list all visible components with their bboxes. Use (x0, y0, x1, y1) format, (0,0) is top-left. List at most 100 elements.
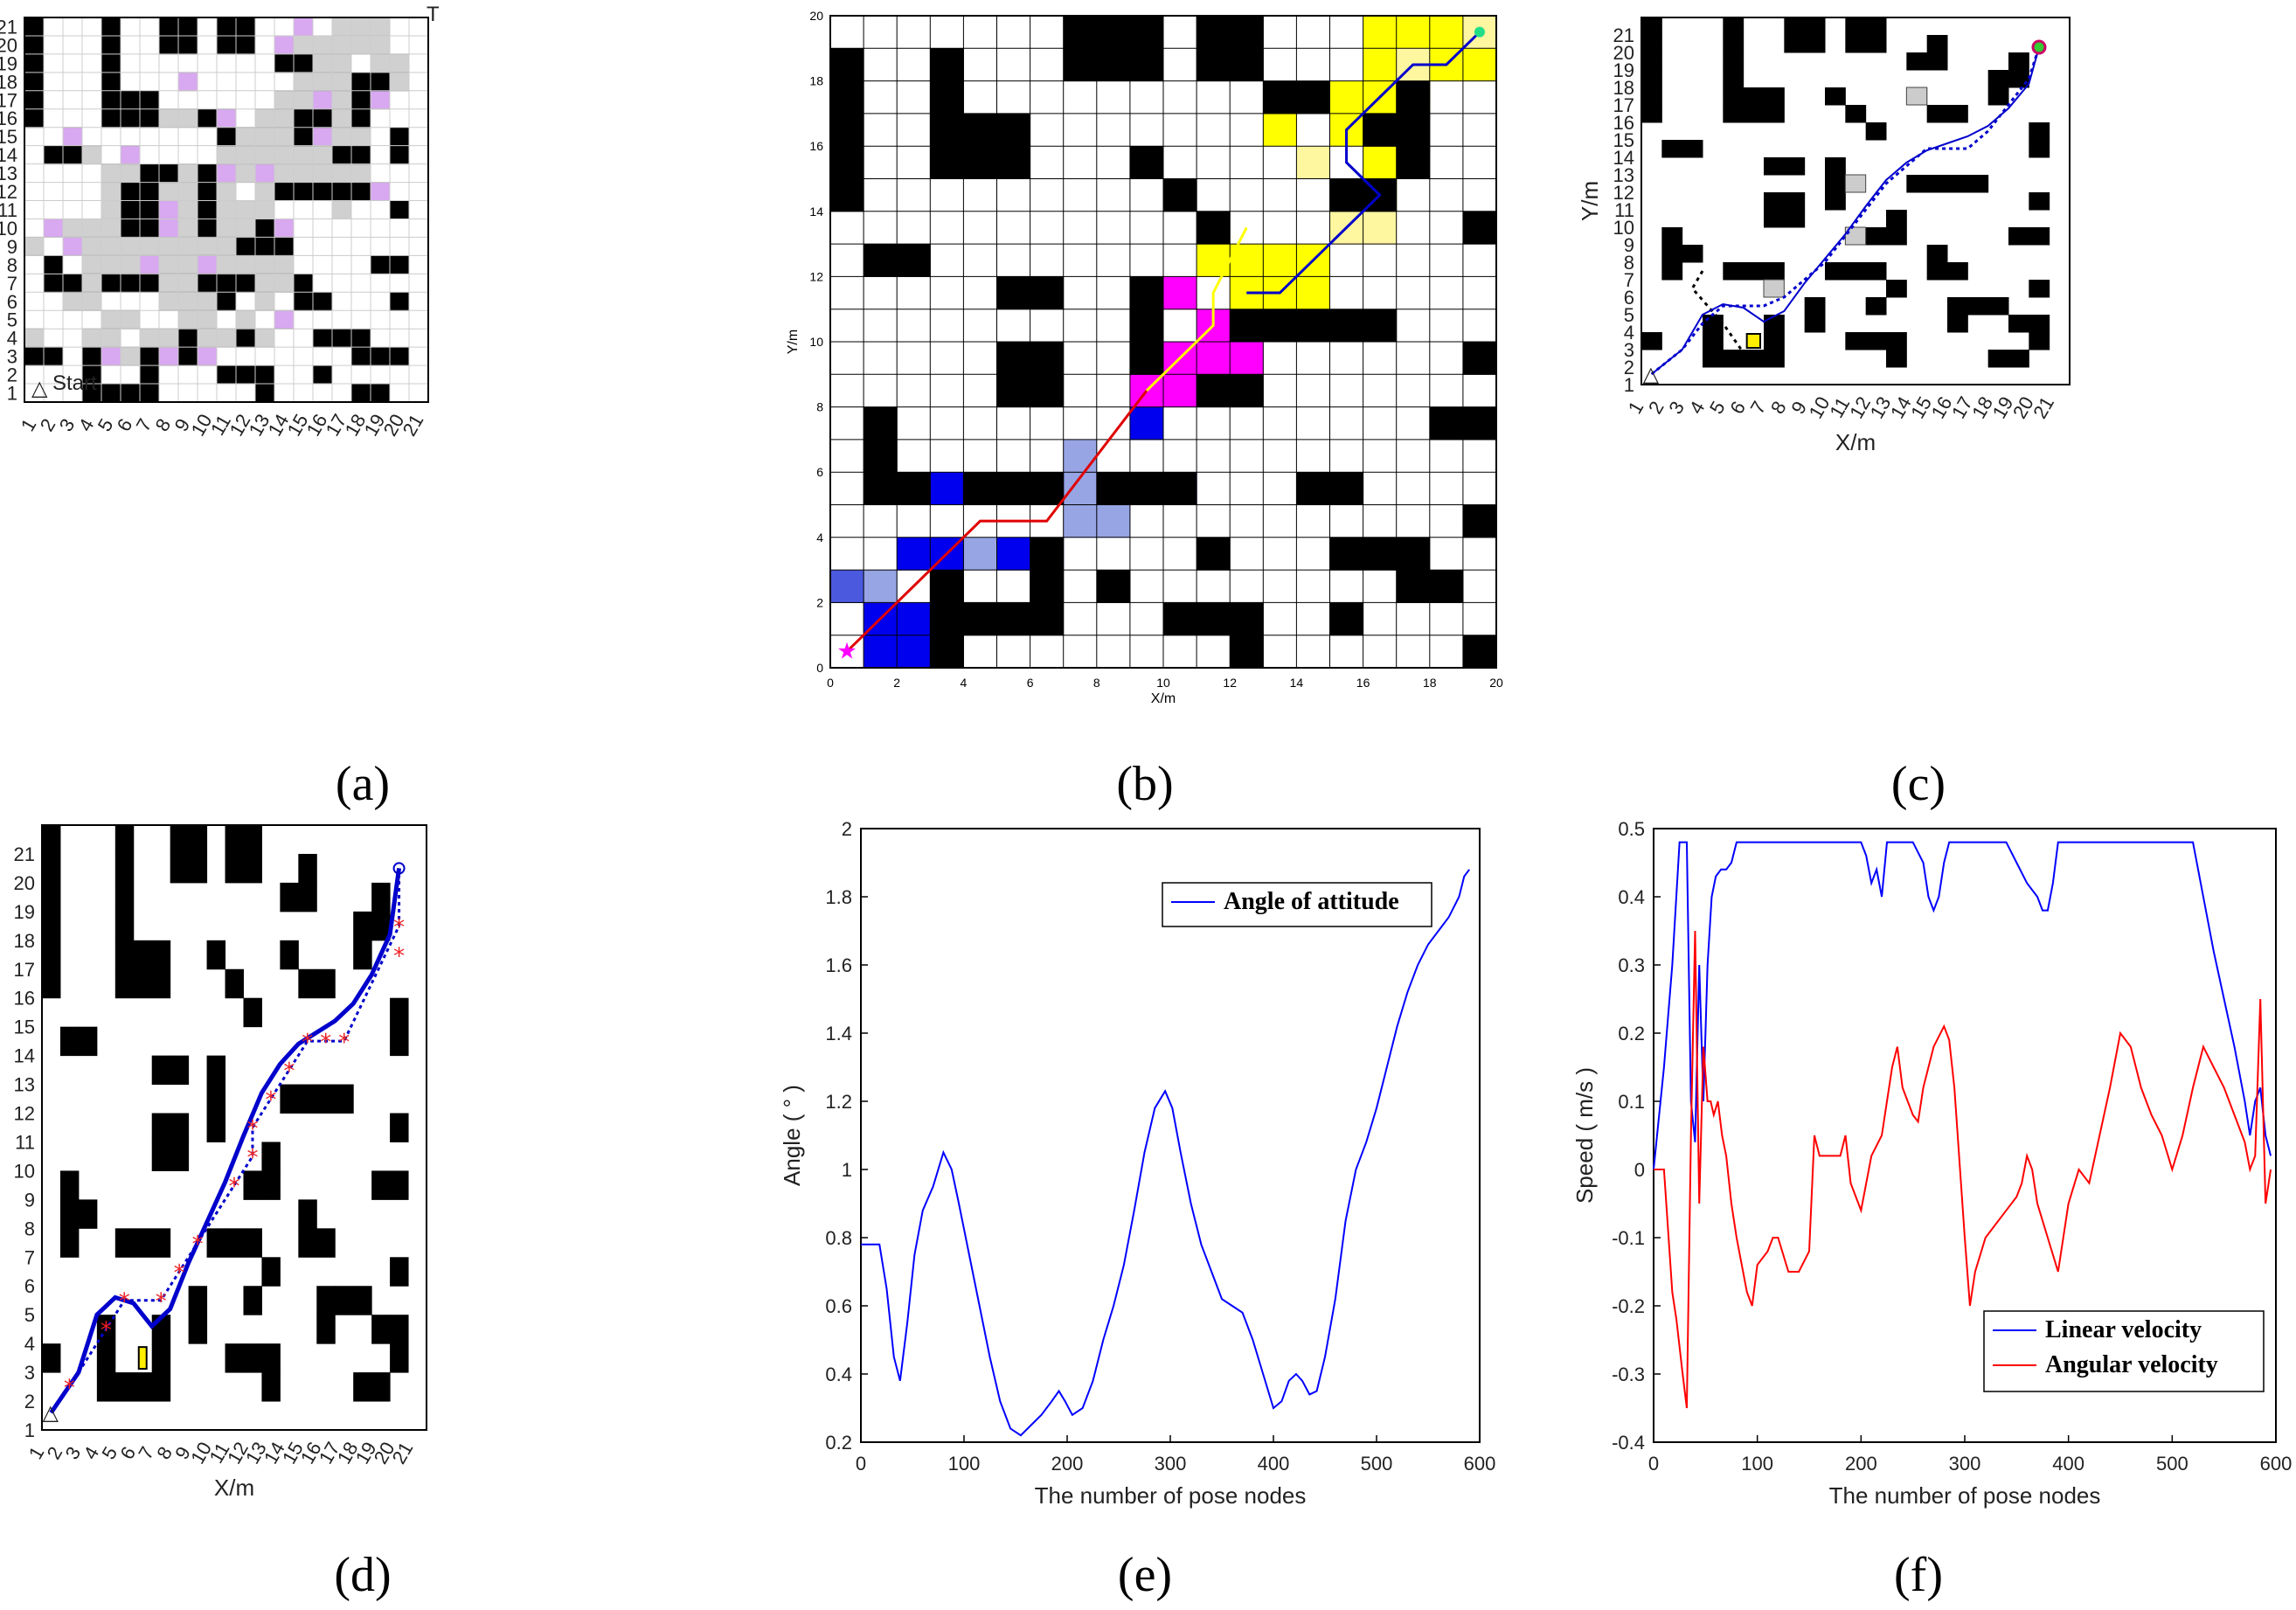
visited-cell (331, 200, 352, 219)
frontier-cell (177, 72, 198, 92)
obstacle-cell (1263, 309, 1297, 343)
y-tick-label: 16 (809, 139, 823, 153)
obstacle-cell (1723, 70, 1745, 88)
obstacle-cell (1363, 309, 1398, 343)
obstacle-cell (313, 365, 333, 385)
y-tick-label: 0 (1634, 1159, 1645, 1181)
obstacle-cell (2008, 227, 2029, 246)
obstacle-cell (121, 90, 141, 110)
obstacle-cell (1661, 245, 1683, 263)
forward-search-dotted-cell (963, 537, 997, 571)
obstacle-cell (2029, 315, 2050, 333)
visited-cell (101, 236, 121, 256)
visited-cell (350, 163, 371, 184)
x-tick-label: 0 (827, 676, 834, 690)
y-tick-label: 3 (7, 346, 17, 368)
obstacle-cell (274, 237, 295, 256)
obstacle-cell (1363, 537, 1398, 571)
obstacle-cell (1030, 342, 1065, 375)
obstacle-cell (1329, 309, 1364, 343)
obstacle-cell (1129, 16, 1164, 49)
obstacle-cell (1804, 315, 1826, 333)
obstacle-cell (1462, 406, 1497, 441)
visited-cell (293, 35, 314, 55)
obstacle-cell (294, 108, 314, 128)
obstacle-cell (1926, 105, 1948, 123)
obstacle-cell (1230, 635, 1264, 669)
visited-cell (81, 218, 102, 238)
y-tick-label: 3 (24, 1362, 35, 1384)
obstacle-cell (930, 48, 964, 82)
obstacle-cell (261, 1343, 281, 1373)
obstacle-cell (1825, 192, 1846, 211)
obstacle-cell (1784, 35, 1806, 53)
y-tick-label: 3 (1624, 339, 1634, 361)
visited-cell (274, 108, 295, 128)
obstacle-cell (313, 329, 333, 348)
obstacle-cell (2029, 192, 2050, 211)
visited-cell (254, 328, 275, 348)
y-tick-label: 17 (1613, 94, 1634, 116)
obstacle-cell (1030, 602, 1065, 636)
obstacle-cell (298, 853, 317, 884)
obstacle-cell (1129, 472, 1164, 505)
obstacle-cell (1784, 192, 1806, 211)
visited-cell (331, 72, 352, 92)
visited-cell (177, 218, 198, 238)
obstacle-cell (353, 940, 372, 970)
obstacle-cell (140, 182, 160, 202)
visited-cell (331, 90, 352, 110)
panel-b-bidirectional-search: ★0 2 4 6 8 10 12 14 16 18 2002468101214161820X/mY/… (786, 9, 1503, 706)
obstacle-cell (2029, 227, 2050, 246)
obstacle-cell (280, 940, 299, 970)
obstacle-cell (1764, 350, 1785, 368)
obstacle-cell (1030, 472, 1065, 505)
obstacle-cell (198, 182, 218, 202)
obstacle-cell (298, 882, 317, 913)
obstacle-cell (188, 825, 208, 855)
x-tick-label: 21 (399, 410, 428, 440)
visited-cell (197, 309, 218, 330)
obstacle-cell (198, 163, 218, 184)
meeting-cell (1230, 342, 1264, 375)
waypoint-star-icon: * (192, 1232, 204, 1258)
obstacle-cell (280, 882, 299, 913)
obstacle-cell (930, 635, 964, 669)
obstacle-cell (1987, 297, 2009, 316)
obstacle-cell (371, 882, 391, 913)
obstacle-cell (1886, 210, 1907, 228)
obstacle-cell (390, 1257, 409, 1287)
y-tick-label: 5 (7, 309, 17, 331)
goal-point (1474, 26, 1485, 38)
visited-cell (254, 273, 275, 293)
obstacle-cell (255, 237, 275, 256)
visited-cell (158, 182, 179, 202)
obstacle-cell (243, 1343, 262, 1373)
obstacle-cell (298, 1084, 317, 1114)
obstacle-cell (140, 274, 160, 293)
y-tick-label: 19 (0, 52, 17, 74)
forward-search-dotted-cell (1063, 504, 1098, 538)
obstacle-cell (390, 127, 410, 147)
visited-cell (293, 72, 314, 92)
obstacle-cell (140, 200, 160, 219)
visited-cell (370, 35, 391, 55)
obstacle-cell (371, 1315, 391, 1344)
visited-cell (120, 236, 141, 256)
obstacle-cell (24, 53, 45, 73)
obstacle-cell (280, 1084, 299, 1114)
obstacle-cell (206, 1055, 226, 1086)
x-tick-label: 6 (1027, 676, 1034, 690)
obstacle-cell (121, 274, 141, 293)
obstacle-cell (170, 853, 190, 884)
goal-marker (1745, 333, 1761, 349)
y-tick-label: 8 (816, 400, 823, 414)
legend-entry: Angular velocity (2045, 1351, 2218, 1378)
visited-cell (177, 182, 198, 202)
obstacle-cell (151, 1055, 171, 1086)
visited-cell (197, 236, 218, 256)
obstacle-cell (243, 853, 262, 884)
x-tick-label: 21 (388, 1438, 418, 1468)
obstacle-cell (42, 882, 61, 913)
